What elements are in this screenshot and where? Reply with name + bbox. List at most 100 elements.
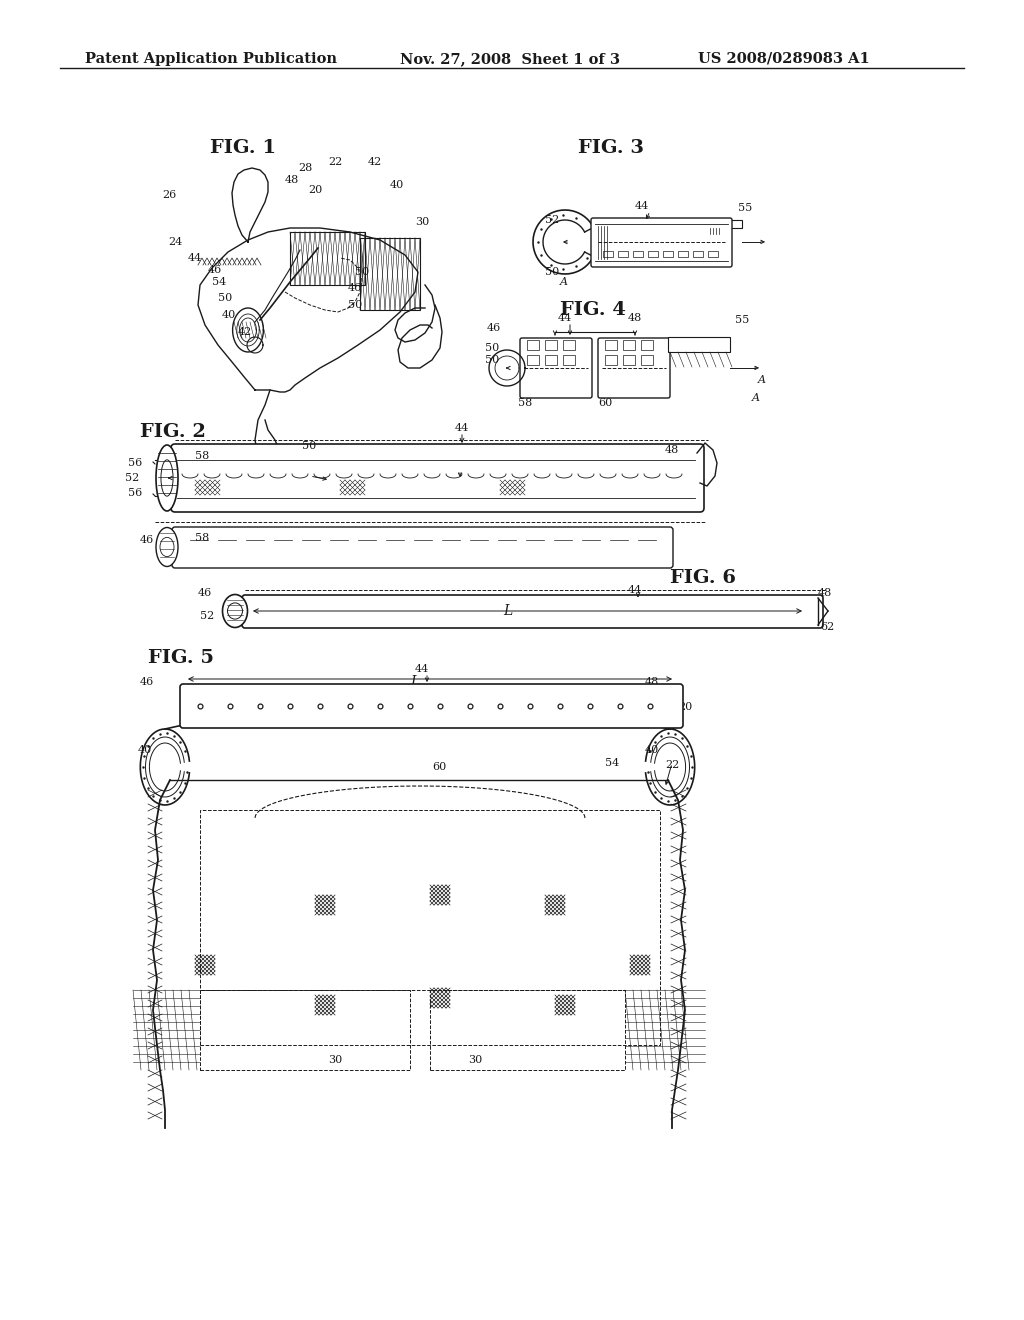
Text: 50: 50 bbox=[545, 267, 559, 277]
Bar bbox=[200, 810, 660, 1045]
Bar bbox=[633, 251, 643, 257]
Text: 44: 44 bbox=[558, 313, 572, 323]
Text: 52: 52 bbox=[200, 611, 214, 620]
Text: 60: 60 bbox=[598, 399, 612, 408]
Text: FIG. 4: FIG. 4 bbox=[560, 301, 626, 319]
Text: 54: 54 bbox=[605, 758, 620, 768]
Bar bbox=[527, 355, 539, 366]
Bar bbox=[527, 341, 539, 350]
Text: FIG. 1: FIG. 1 bbox=[210, 139, 276, 157]
Text: 50: 50 bbox=[485, 355, 500, 366]
Text: 48: 48 bbox=[628, 313, 642, 323]
Text: 46: 46 bbox=[198, 587, 212, 598]
Text: 46: 46 bbox=[487, 323, 502, 333]
Bar bbox=[618, 251, 628, 257]
Bar bbox=[545, 341, 557, 350]
Text: 50: 50 bbox=[485, 343, 500, 352]
Text: 52: 52 bbox=[125, 473, 139, 483]
Bar bbox=[668, 337, 730, 352]
Text: 46: 46 bbox=[140, 677, 155, 686]
Bar bbox=[603, 251, 613, 257]
Text: 30: 30 bbox=[415, 216, 429, 227]
Bar bbox=[623, 355, 635, 366]
Text: 24: 24 bbox=[168, 238, 182, 247]
Text: 44: 44 bbox=[415, 664, 429, 675]
Text: 50: 50 bbox=[302, 441, 316, 451]
Bar bbox=[693, 251, 703, 257]
Ellipse shape bbox=[222, 594, 248, 627]
Bar bbox=[708, 251, 718, 257]
Text: 40: 40 bbox=[138, 744, 153, 755]
Text: Nov. 27, 2008  Sheet 1 of 3: Nov. 27, 2008 Sheet 1 of 3 bbox=[400, 51, 620, 66]
Text: L: L bbox=[504, 605, 513, 618]
FancyBboxPatch shape bbox=[172, 527, 673, 568]
Text: 40: 40 bbox=[390, 180, 404, 190]
Text: 30: 30 bbox=[328, 1055, 342, 1065]
FancyBboxPatch shape bbox=[520, 338, 592, 399]
Text: 52: 52 bbox=[545, 215, 559, 224]
FancyBboxPatch shape bbox=[180, 684, 683, 729]
Text: 46: 46 bbox=[348, 282, 362, 293]
Text: 48: 48 bbox=[285, 176, 299, 185]
Text: 40: 40 bbox=[222, 310, 237, 319]
Text: 54: 54 bbox=[212, 277, 226, 286]
FancyBboxPatch shape bbox=[242, 595, 823, 628]
Text: 22: 22 bbox=[328, 157, 342, 168]
Text: 44: 44 bbox=[635, 201, 649, 211]
Text: A: A bbox=[560, 277, 568, 286]
Text: FIG. 5: FIG. 5 bbox=[148, 649, 214, 667]
Text: 48: 48 bbox=[645, 677, 659, 686]
Text: 50: 50 bbox=[662, 690, 676, 700]
Text: 50: 50 bbox=[218, 293, 232, 304]
Bar bbox=[605, 341, 617, 350]
Text: L: L bbox=[411, 675, 420, 689]
Text: 55: 55 bbox=[738, 203, 753, 213]
Text: 46: 46 bbox=[208, 265, 222, 275]
Text: 58: 58 bbox=[195, 533, 209, 543]
Text: 56: 56 bbox=[128, 458, 142, 469]
Bar bbox=[430, 990, 625, 1071]
Text: 42: 42 bbox=[238, 327, 252, 337]
Bar bbox=[290, 232, 365, 285]
Text: 60: 60 bbox=[432, 762, 446, 772]
Bar bbox=[200, 990, 410, 1071]
Text: 56: 56 bbox=[128, 488, 142, 498]
Text: 58: 58 bbox=[518, 399, 532, 408]
Bar bbox=[545, 355, 557, 366]
Text: Patent Application Publication: Patent Application Publication bbox=[85, 51, 337, 66]
Text: FIG. 6: FIG. 6 bbox=[670, 569, 736, 587]
Bar bbox=[663, 251, 673, 257]
Text: FIG. 2: FIG. 2 bbox=[140, 422, 206, 441]
Text: A: A bbox=[758, 375, 766, 385]
Bar bbox=[623, 341, 635, 350]
Text: US 2008/0289083 A1: US 2008/0289083 A1 bbox=[698, 51, 869, 66]
Text: 26: 26 bbox=[162, 190, 176, 201]
Text: 48: 48 bbox=[818, 587, 833, 598]
FancyBboxPatch shape bbox=[591, 218, 732, 267]
Text: 44: 44 bbox=[188, 253, 203, 263]
Text: 40: 40 bbox=[645, 744, 659, 755]
Bar bbox=[648, 251, 658, 257]
Bar bbox=[563, 341, 575, 350]
Bar bbox=[605, 355, 617, 366]
Text: 20: 20 bbox=[678, 702, 692, 711]
FancyBboxPatch shape bbox=[598, 338, 670, 399]
Bar bbox=[730, 220, 742, 228]
Text: 22: 22 bbox=[665, 760, 679, 770]
Text: 42: 42 bbox=[368, 157, 382, 168]
Text: 58: 58 bbox=[195, 451, 209, 461]
Text: 20: 20 bbox=[308, 185, 323, 195]
Text: 48: 48 bbox=[665, 445, 679, 455]
Text: 44: 44 bbox=[455, 422, 469, 433]
Text: 55: 55 bbox=[735, 315, 750, 325]
FancyBboxPatch shape bbox=[171, 444, 705, 512]
Ellipse shape bbox=[156, 528, 178, 566]
Bar bbox=[360, 238, 420, 310]
Text: 50: 50 bbox=[348, 300, 362, 310]
Text: 46: 46 bbox=[140, 535, 155, 545]
Text: 62: 62 bbox=[820, 622, 835, 632]
Ellipse shape bbox=[156, 445, 178, 511]
Bar bbox=[641, 341, 653, 350]
Text: FIG. 3: FIG. 3 bbox=[578, 139, 644, 157]
Text: 44: 44 bbox=[628, 585, 642, 595]
